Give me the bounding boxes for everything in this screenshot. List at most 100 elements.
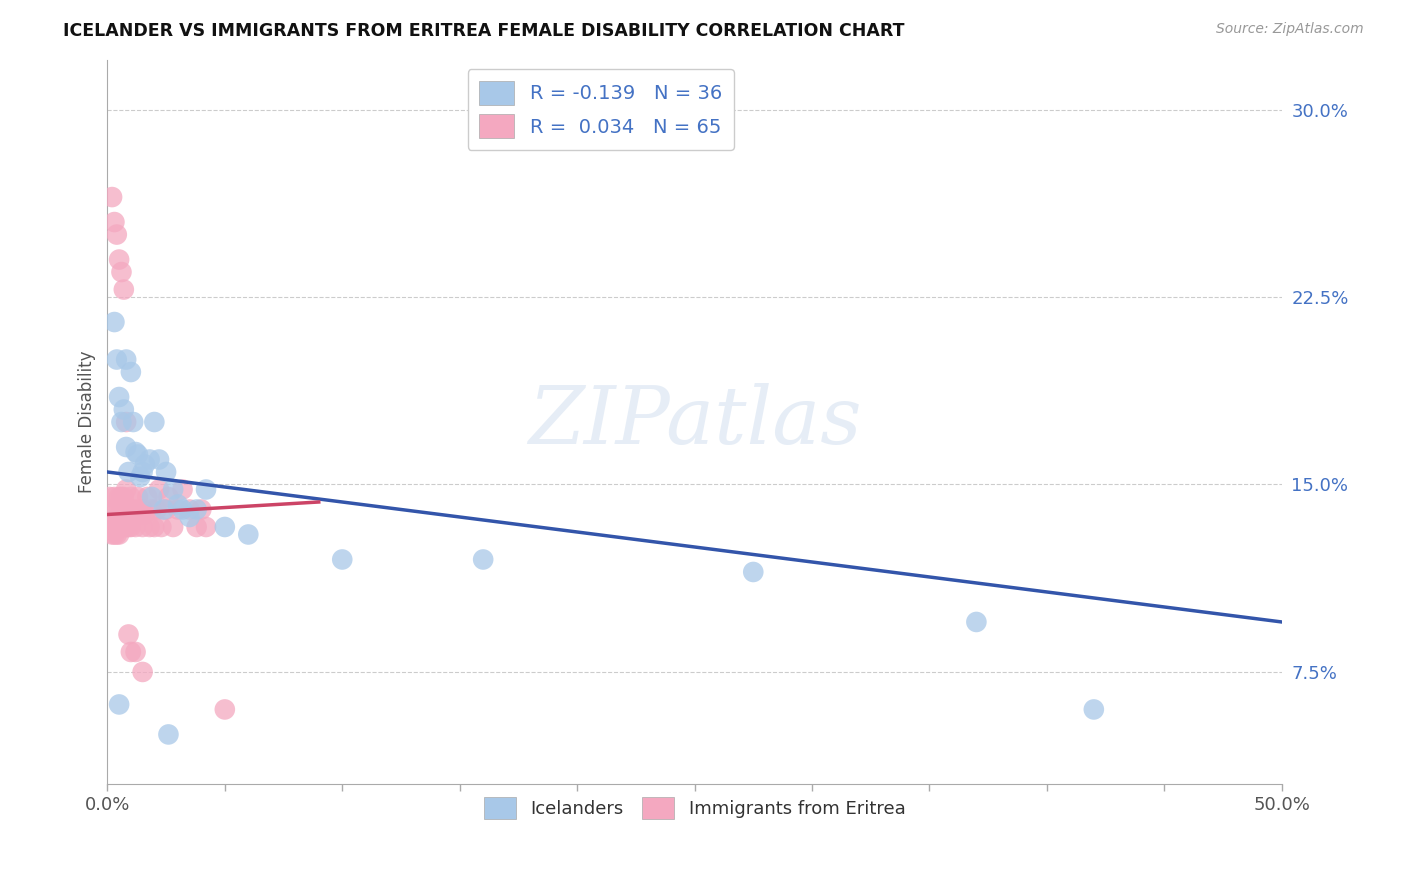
Point bbox=[179, 502, 201, 516]
Point bbox=[117, 502, 139, 516]
Y-axis label: Female Disability: Female Disability bbox=[79, 351, 96, 493]
Point bbox=[112, 520, 135, 534]
Point bbox=[129, 508, 152, 522]
Point bbox=[155, 465, 177, 479]
Point bbox=[103, 315, 125, 329]
Point bbox=[101, 502, 124, 516]
Point bbox=[214, 702, 236, 716]
Point bbox=[103, 527, 125, 541]
Point bbox=[141, 490, 163, 504]
Point bbox=[110, 490, 132, 504]
Point bbox=[127, 448, 149, 462]
Point bbox=[214, 520, 236, 534]
Point bbox=[145, 502, 167, 516]
Point bbox=[105, 227, 128, 242]
Point bbox=[105, 352, 128, 367]
Point bbox=[148, 452, 170, 467]
Point bbox=[120, 365, 142, 379]
Point bbox=[103, 490, 125, 504]
Point bbox=[143, 415, 166, 429]
Point bbox=[122, 508, 145, 522]
Point bbox=[124, 645, 146, 659]
Point bbox=[110, 520, 132, 534]
Point bbox=[120, 490, 142, 504]
Text: ZIPatlas: ZIPatlas bbox=[527, 384, 862, 461]
Point bbox=[101, 190, 124, 204]
Point bbox=[965, 615, 987, 629]
Point bbox=[115, 440, 138, 454]
Point bbox=[127, 490, 149, 504]
Point bbox=[186, 502, 208, 516]
Legend: Icelanders, Immigrants from Eritrea: Icelanders, Immigrants from Eritrea bbox=[477, 789, 912, 826]
Point bbox=[155, 502, 177, 516]
Point bbox=[110, 415, 132, 429]
Point bbox=[108, 490, 131, 504]
Text: ICELANDER VS IMMIGRANTS FROM ERITREA FEMALE DISABILITY CORRELATION CHART: ICELANDER VS IMMIGRANTS FROM ERITREA FEM… bbox=[63, 22, 905, 40]
Point bbox=[108, 527, 131, 541]
Point bbox=[108, 390, 131, 404]
Point bbox=[115, 502, 138, 516]
Point bbox=[166, 502, 188, 516]
Point bbox=[330, 552, 353, 566]
Point bbox=[108, 252, 131, 267]
Point bbox=[101, 527, 124, 541]
Point bbox=[138, 520, 160, 534]
Point bbox=[131, 665, 153, 679]
Point bbox=[179, 510, 201, 524]
Point bbox=[129, 470, 152, 484]
Point bbox=[124, 445, 146, 459]
Point bbox=[172, 502, 194, 516]
Point bbox=[742, 565, 765, 579]
Point bbox=[124, 520, 146, 534]
Point bbox=[157, 490, 180, 504]
Point bbox=[1083, 702, 1105, 716]
Point bbox=[103, 215, 125, 229]
Point bbox=[105, 527, 128, 541]
Text: Source: ZipAtlas.com: Source: ZipAtlas.com bbox=[1216, 22, 1364, 37]
Point bbox=[115, 520, 138, 534]
Point bbox=[190, 502, 212, 516]
Point bbox=[195, 520, 218, 534]
Point bbox=[131, 465, 153, 479]
Point bbox=[120, 645, 142, 659]
Point bbox=[148, 483, 170, 497]
Point bbox=[195, 483, 218, 497]
Point bbox=[138, 452, 160, 467]
Point bbox=[472, 552, 495, 566]
Point bbox=[115, 415, 138, 429]
Point bbox=[122, 415, 145, 429]
Point bbox=[117, 627, 139, 641]
Point bbox=[143, 520, 166, 534]
Point bbox=[238, 527, 260, 541]
Point bbox=[110, 515, 132, 529]
Point bbox=[112, 402, 135, 417]
Point bbox=[166, 498, 188, 512]
Point bbox=[108, 515, 131, 529]
Point bbox=[134, 458, 156, 472]
Point bbox=[110, 265, 132, 279]
Point bbox=[101, 515, 124, 529]
Point bbox=[117, 520, 139, 534]
Point bbox=[103, 515, 125, 529]
Point bbox=[112, 490, 135, 504]
Point bbox=[117, 465, 139, 479]
Point bbox=[112, 508, 135, 522]
Point bbox=[131, 502, 153, 516]
Point bbox=[136, 490, 159, 504]
Point bbox=[162, 483, 184, 497]
Point bbox=[98, 490, 121, 504]
Point bbox=[108, 502, 131, 516]
Point bbox=[115, 352, 138, 367]
Point bbox=[162, 520, 184, 534]
Point bbox=[110, 502, 132, 516]
Point bbox=[152, 502, 174, 516]
Point bbox=[108, 698, 131, 712]
Point bbox=[105, 502, 128, 516]
Point bbox=[157, 727, 180, 741]
Point bbox=[186, 520, 208, 534]
Point bbox=[115, 483, 138, 497]
Point bbox=[124, 502, 146, 516]
Point bbox=[134, 508, 156, 522]
Point bbox=[120, 502, 142, 516]
Point bbox=[150, 520, 173, 534]
